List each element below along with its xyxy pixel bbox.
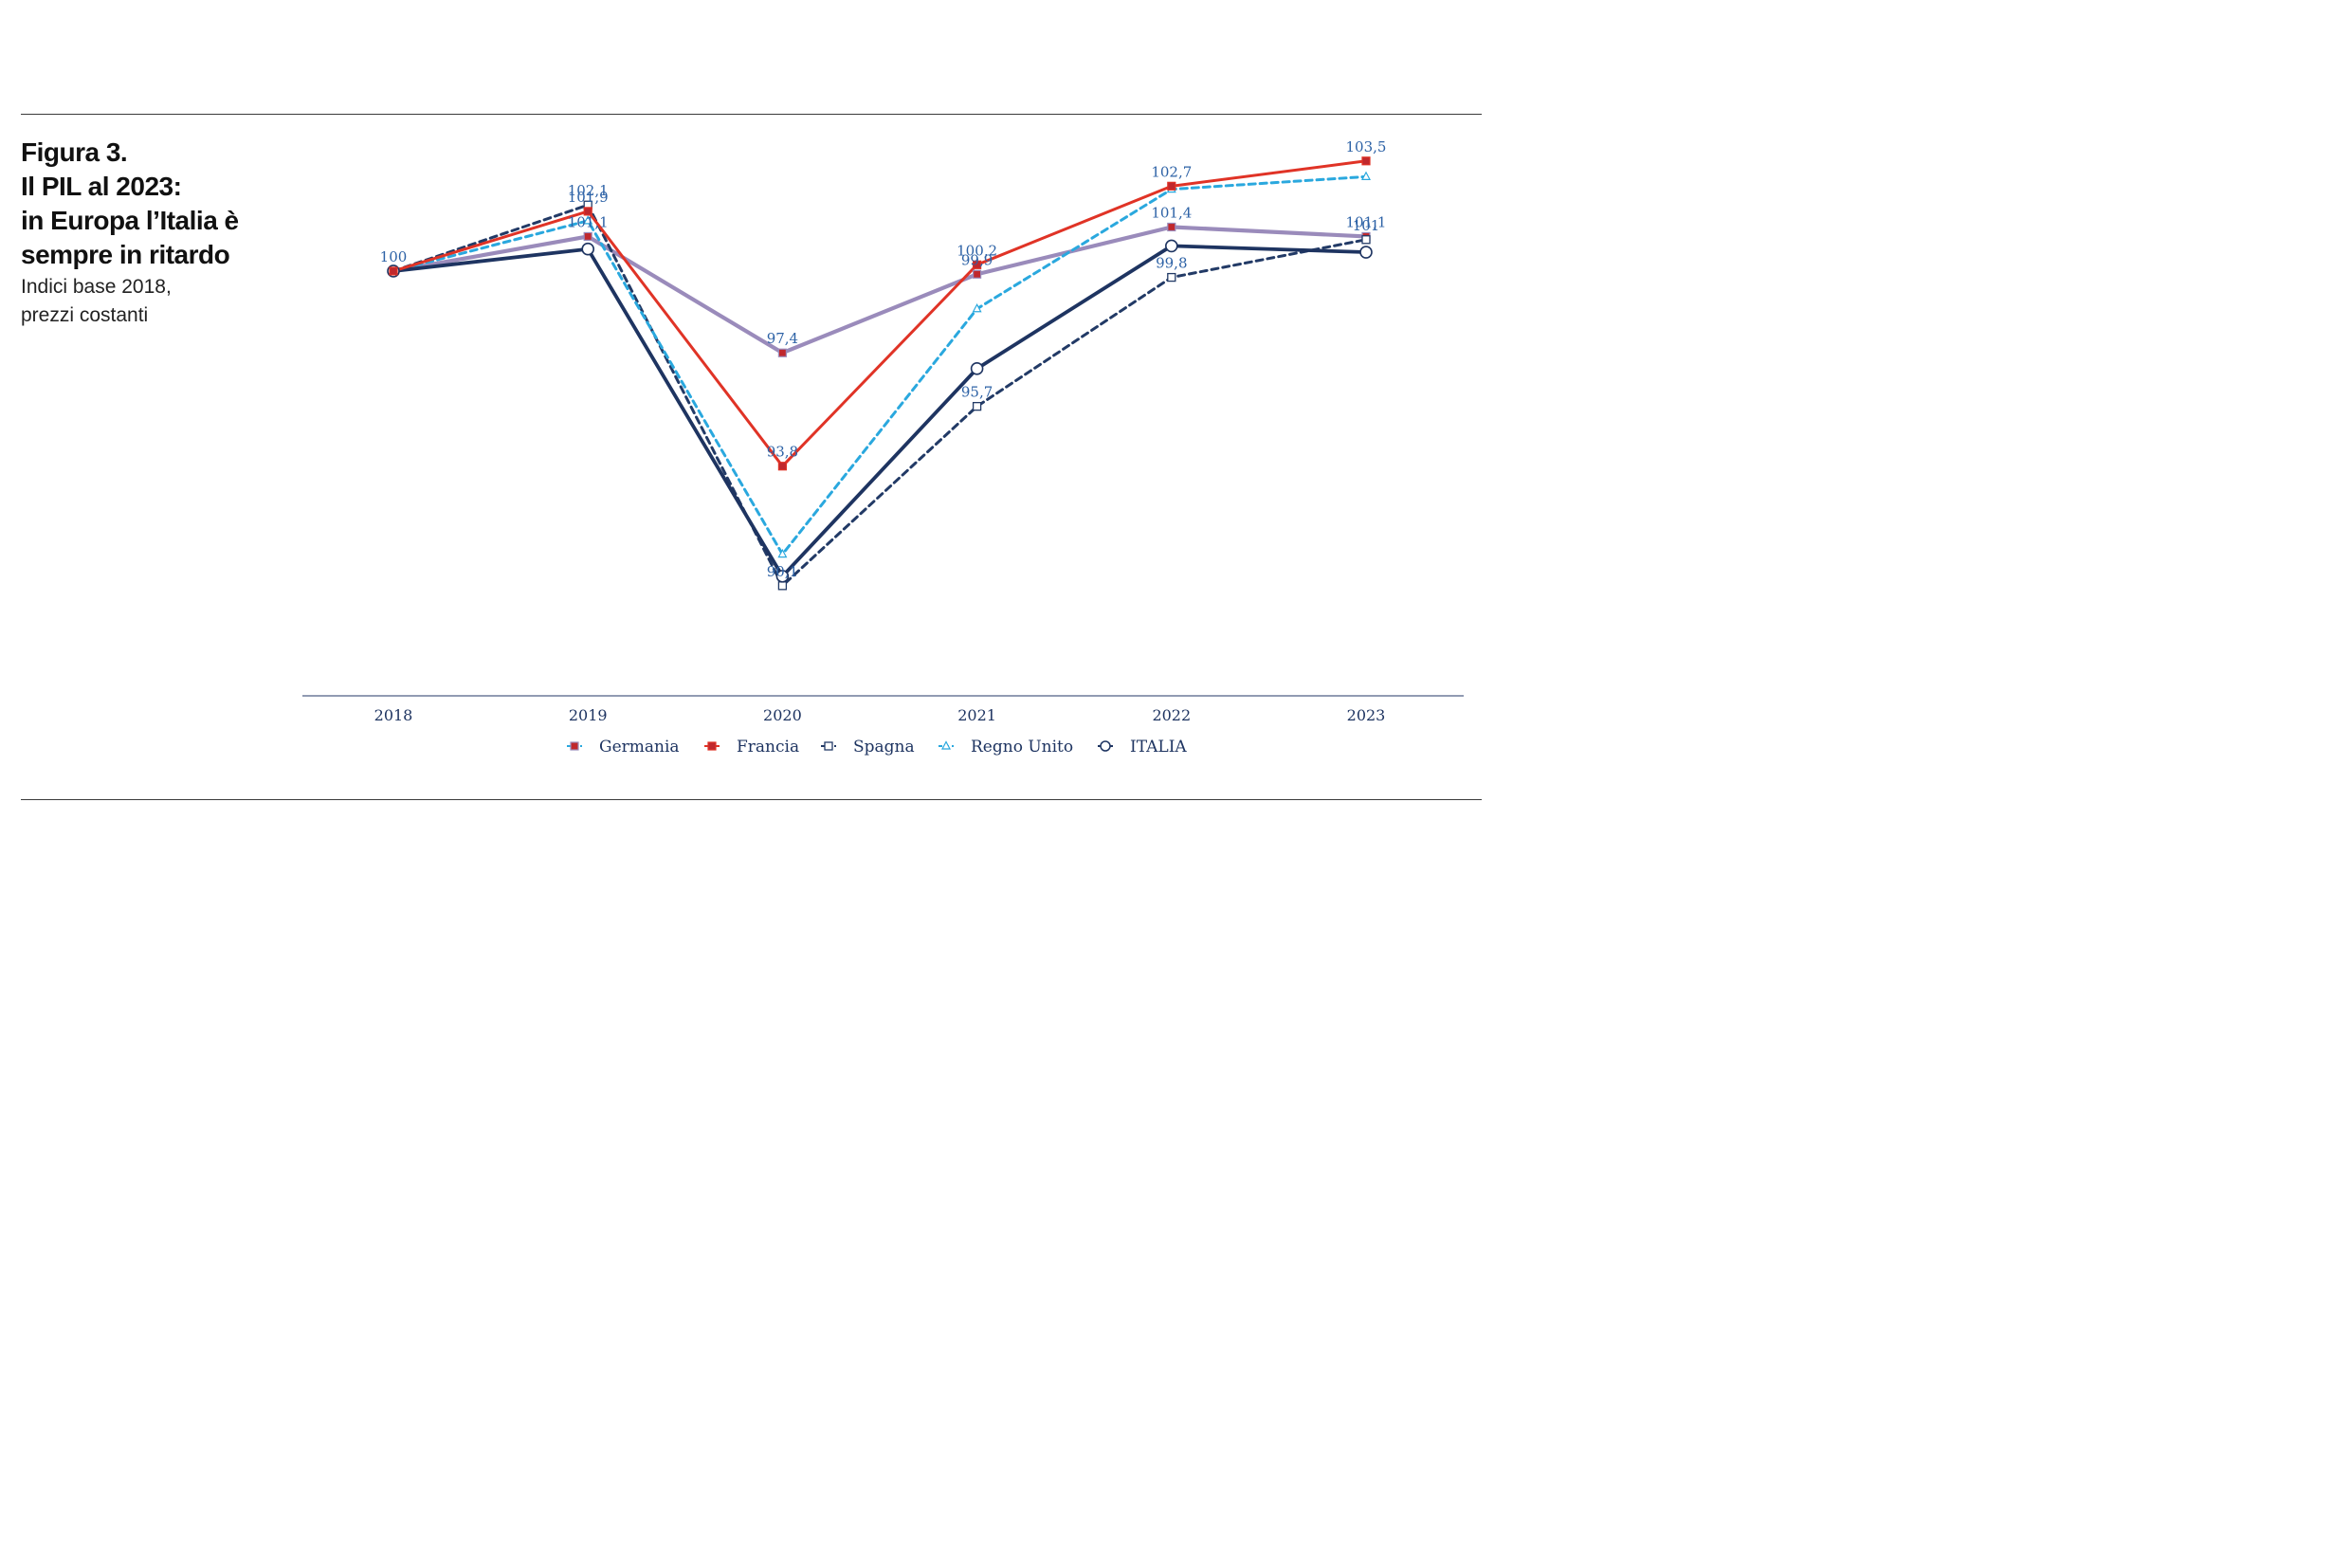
- marker-germania-2021: [974, 270, 981, 278]
- legend-label-spagna: Spagna: [853, 738, 915, 757]
- x-tick-label-2019: 2019: [569, 706, 608, 724]
- legend-label-germania: Germania: [599, 738, 680, 757]
- marker-francia-2022: [1168, 182, 1176, 190]
- legend-label-regno-unito: Regno Unito: [971, 738, 1073, 757]
- marker-italia-2021: [972, 363, 983, 374]
- legend-marker-spagna: [825, 742, 832, 750]
- legend: Germania Francia Spagna Regno Unito ITALIA: [567, 738, 1187, 757]
- series-layer: [393, 161, 1366, 586]
- legend-item-italia: ITALIA: [1098, 738, 1187, 757]
- marker-spagna-2020: [778, 582, 786, 590]
- data-label-spagna-2022: 99,8: [1156, 255, 1187, 272]
- series-line-italia: [393, 246, 1366, 575]
- x-tick-label-2018: 2018: [374, 706, 413, 724]
- marker-italia-2022: [1166, 240, 1177, 251]
- marker-germania-2022: [1168, 223, 1176, 230]
- legend-item-francia: Francia: [704, 738, 799, 757]
- legend-marker-germania: [571, 742, 578, 750]
- x-tick-label-2023: 2023: [1347, 706, 1386, 724]
- legend-label-italia: ITALIA: [1130, 738, 1187, 757]
- marker-francia-2018: [390, 267, 397, 275]
- marker-francia-2020: [778, 463, 786, 470]
- data-label-francia-2022: 102,7: [1151, 163, 1192, 180]
- marker-italia-2019: [582, 244, 593, 255]
- data-label-layer: 101,197,499,9101,4101,1101,993,8100,2102…: [380, 138, 1387, 580]
- x-tick-label-2021: 2021: [957, 706, 996, 724]
- data-label-germania-2022: 101,4: [1151, 204, 1192, 221]
- x-tick-label-2022: 2022: [1152, 706, 1191, 724]
- data-label-spagna-2018: 100: [380, 248, 408, 265]
- legend-item-spagna: Spagna: [821, 738, 915, 757]
- marker-francia-2023: [1362, 157, 1370, 165]
- marker-italia-2023: [1360, 246, 1372, 258]
- series-line-spagna: [393, 205, 1366, 586]
- data-label-germania-2019: 101,1: [568, 213, 609, 230]
- data-label-spagna-2019: 102,1: [568, 182, 609, 199]
- x-tick-labels: 2018 2019 2020 2021 2022 2023: [374, 706, 1386, 724]
- data-label-spagna-2020: 90,1: [767, 563, 798, 580]
- legend-label-francia: Francia: [737, 738, 799, 757]
- legend-marker-italia: [1101, 741, 1110, 751]
- x-tick-label-2020: 2020: [763, 706, 802, 724]
- marker-spagna-2022: [1168, 274, 1176, 282]
- data-label-francia-2023: 103,5: [1346, 138, 1387, 155]
- marker-spagna-2023: [1362, 236, 1370, 244]
- gdp-line-chart: 101,197,499,9101,4101,1101,993,8100,2102…: [0, 0, 1482, 988]
- legend-marker-francia: [708, 742, 716, 750]
- legend-item-germania: Germania: [567, 738, 680, 757]
- marker-germania-2019: [584, 232, 592, 240]
- marker-germania-2020: [778, 349, 786, 356]
- data-label-spagna-2023: 101: [1353, 217, 1380, 234]
- data-label-francia-2021: 100,2: [957, 242, 997, 259]
- data-label-spagna-2021: 95,7: [961, 384, 993, 401]
- marker-spagna-2021: [974, 403, 981, 410]
- data-label-francia-2020: 93,8: [767, 444, 798, 461]
- data-label-germania-2020: 97,4: [767, 330, 798, 347]
- legend-item-regno-unito: Regno Unito: [939, 738, 1073, 757]
